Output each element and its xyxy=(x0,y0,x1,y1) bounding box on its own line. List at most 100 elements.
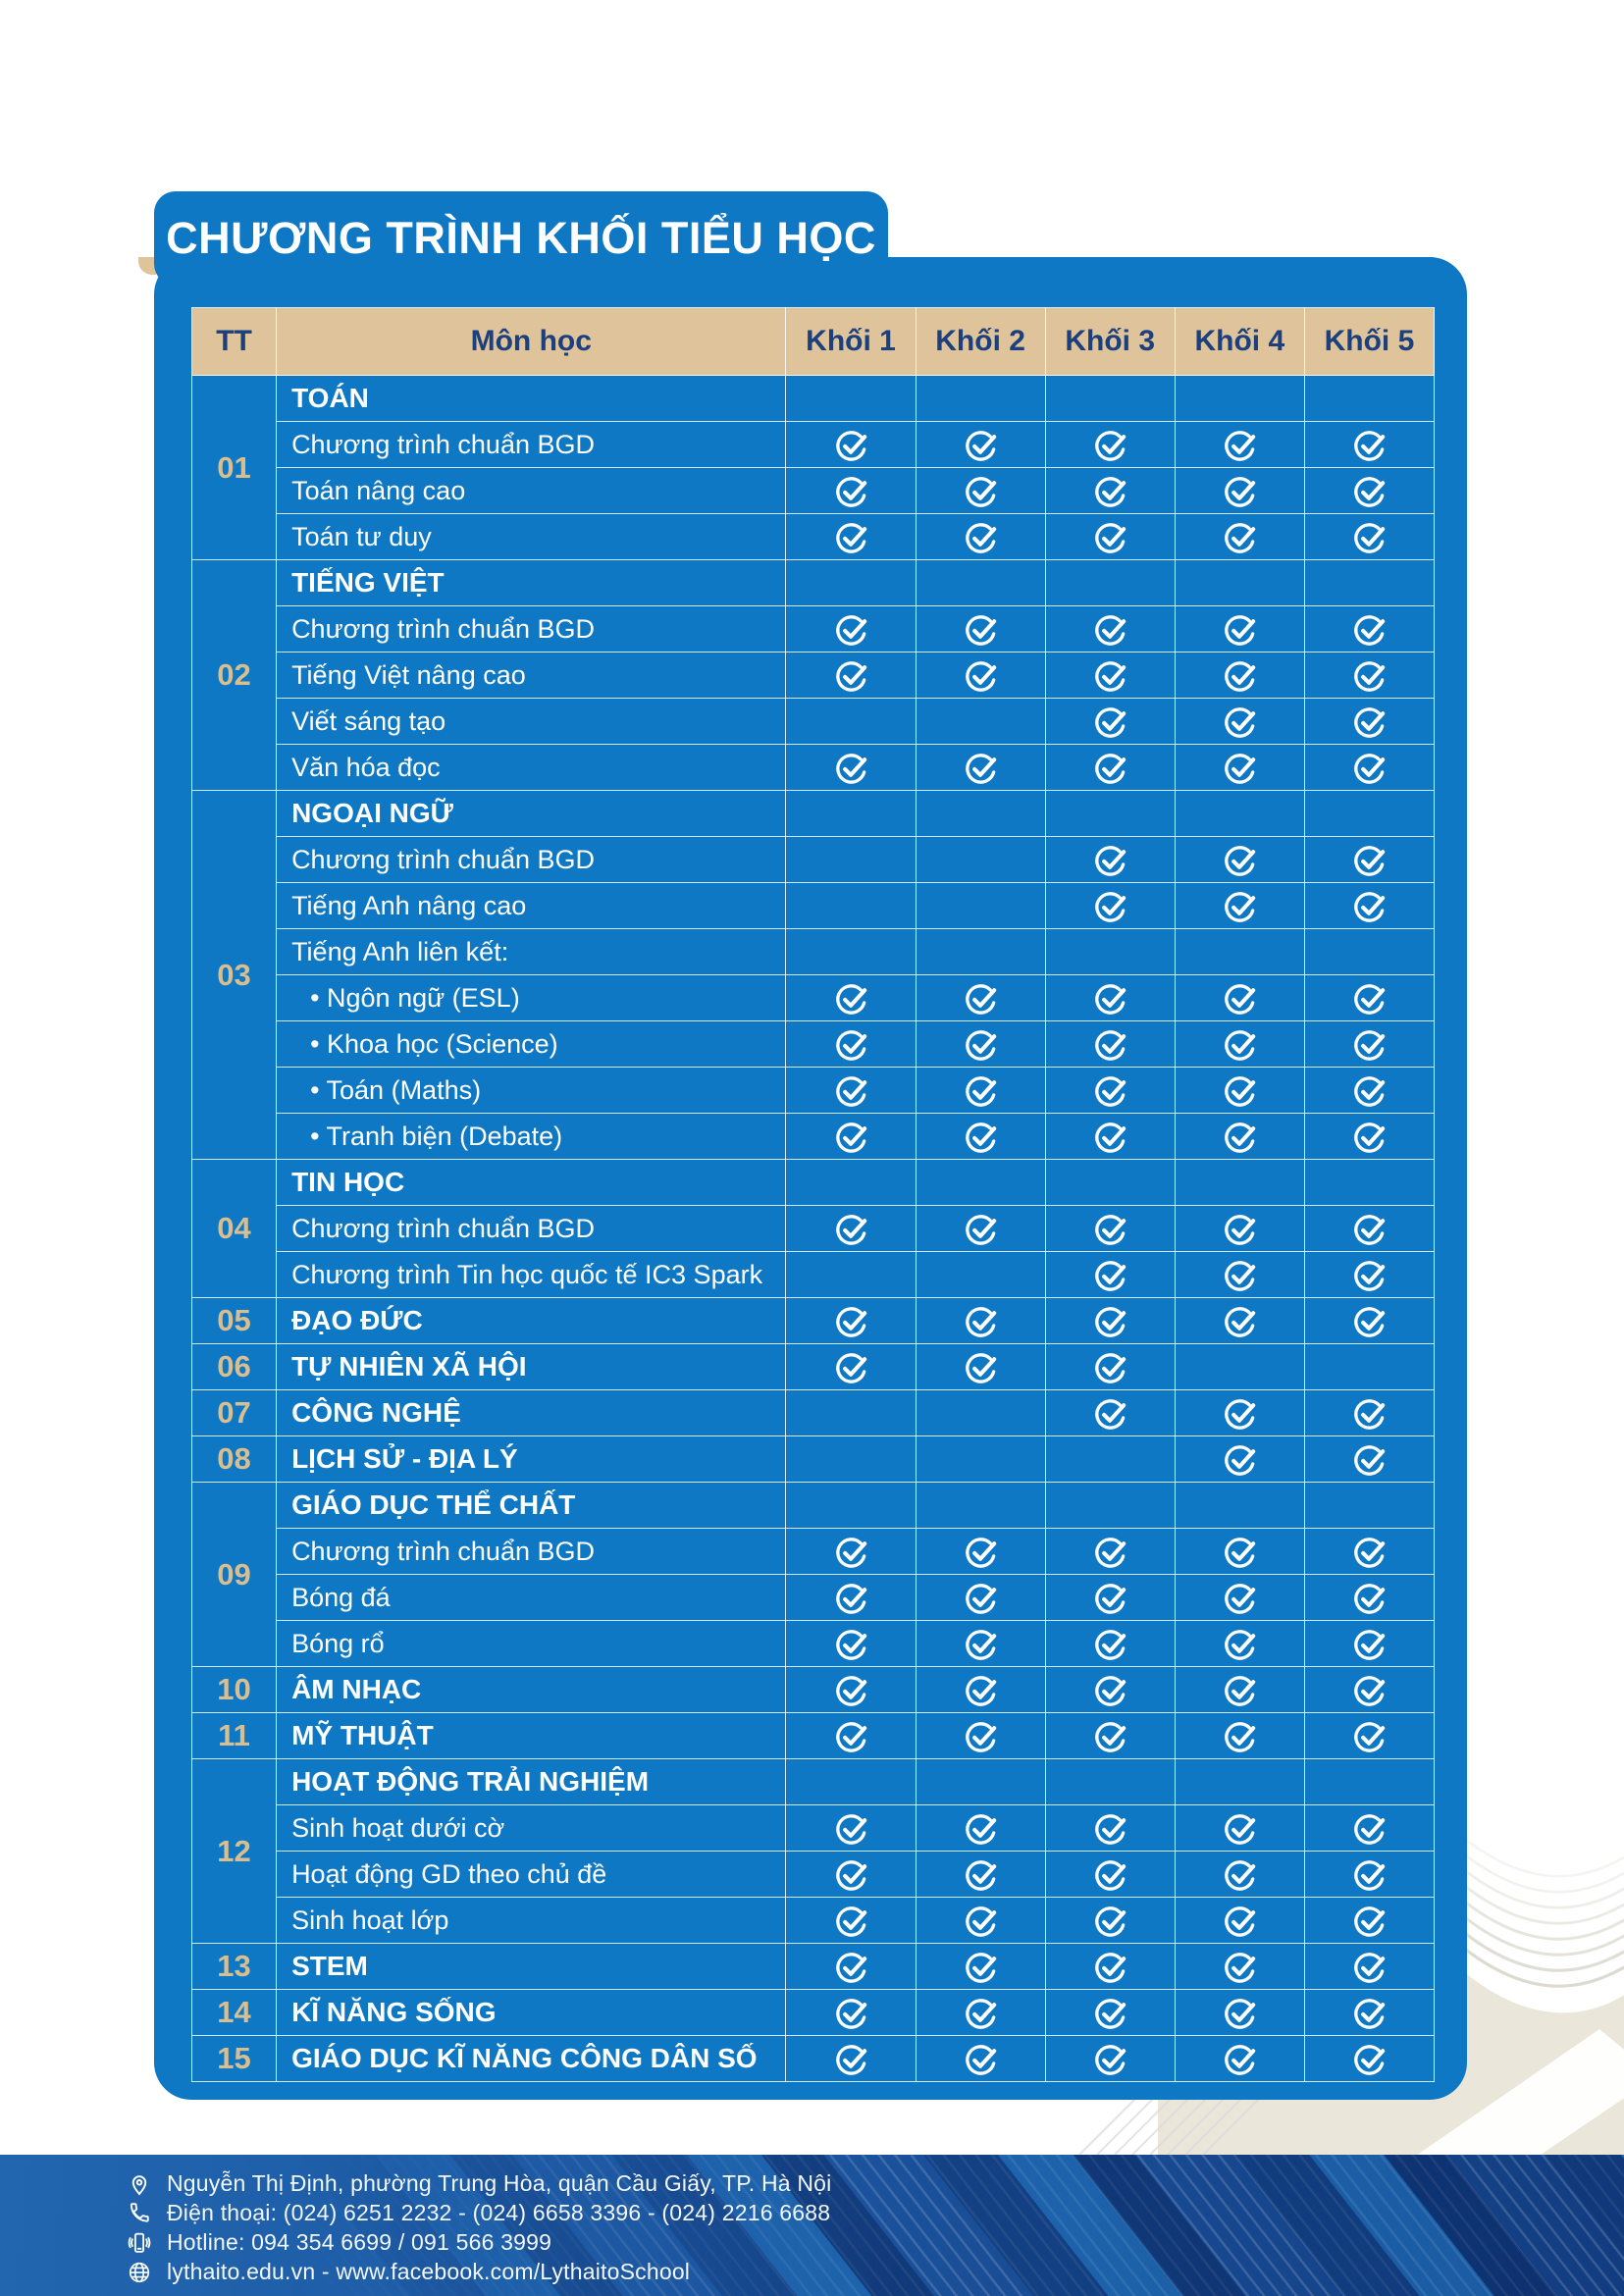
subject-cell: Sinh hoạt dưới cờ xyxy=(276,1804,787,1852)
subject-cell: TIẾNG VIỆT xyxy=(276,559,787,606)
empty-cell xyxy=(1044,559,1176,606)
check-cell xyxy=(915,1712,1046,1759)
check-cell xyxy=(785,1205,917,1252)
check-circle-icon xyxy=(1224,1214,1255,1245)
table-row: 08 LỊCH SỬ - ĐỊA LÝ xyxy=(190,1435,1436,1483)
check-circle-icon xyxy=(1094,1952,1126,1983)
check-circle-icon xyxy=(1224,983,1255,1015)
check-circle-icon xyxy=(965,1629,996,1660)
check-cell xyxy=(785,1943,917,1990)
table-row: Tiếng Việt nâng cao xyxy=(192,652,1436,699)
check-cell xyxy=(915,2035,1046,2082)
subject-cell: TIN HỌC xyxy=(276,1159,787,1206)
table-row: Tiếng Anh liên kết: xyxy=(192,928,1436,975)
check-circle-icon xyxy=(1354,1952,1386,1983)
empty-cell xyxy=(1174,375,1305,422)
check-circle-icon xyxy=(1354,1859,1386,1891)
check-circle-icon xyxy=(965,614,996,646)
check-cell xyxy=(1303,1389,1436,1436)
check-cell xyxy=(785,1851,917,1898)
subject-cell: KĨ NĂNG SỐNG xyxy=(276,1989,787,2036)
check-circle-icon xyxy=(1094,1721,1126,1752)
check-cell xyxy=(1174,1297,1305,1344)
check-cell xyxy=(915,1804,1046,1852)
phone-icon xyxy=(126,2201,152,2225)
check-cell xyxy=(1174,1067,1305,1114)
column-header-grade4: Khối 4 xyxy=(1174,307,1305,376)
empty-cell xyxy=(915,1159,1046,1206)
check-cell xyxy=(1044,513,1176,560)
check-cell xyxy=(1174,513,1305,560)
check-circle-icon xyxy=(1094,430,1126,461)
check-cell xyxy=(1303,1897,1436,1944)
location-pin-icon xyxy=(126,2171,152,2197)
check-cell xyxy=(1174,1666,1305,1713)
tt-cell: 02 xyxy=(190,559,278,791)
check-circle-icon xyxy=(965,1075,996,1107)
table-row: 05 ĐẠO ĐỨC xyxy=(190,1297,1436,1344)
table-row: Chương trình chuẩn BGD xyxy=(192,1205,1436,1252)
check-circle-icon xyxy=(835,1214,866,1245)
check-cell xyxy=(915,1574,1046,1621)
check-circle-icon xyxy=(965,1122,996,1153)
check-cell xyxy=(785,2035,917,2082)
empty-cell xyxy=(1174,1482,1305,1529)
check-cell xyxy=(1303,1666,1436,1713)
empty-cell xyxy=(1044,375,1176,422)
tt-cell: 03 xyxy=(190,790,278,1160)
check-circle-icon xyxy=(965,660,996,692)
check-circle-icon xyxy=(835,1122,866,1153)
table-row: Chương trình chuẩn BGD xyxy=(192,421,1436,468)
check-cell xyxy=(915,1943,1046,1990)
check-cell xyxy=(1303,1528,1436,1575)
empty-cell xyxy=(1174,928,1305,975)
empty-cell xyxy=(785,1159,917,1206)
check-circle-icon xyxy=(1354,1214,1386,1245)
check-circle-icon xyxy=(1354,706,1386,738)
empty-cell xyxy=(915,375,1046,422)
check-circle-icon xyxy=(1224,1721,1255,1752)
check-cell xyxy=(1174,2035,1305,2082)
empty-cell xyxy=(1303,1159,1436,1206)
check-cell xyxy=(1044,1712,1176,1759)
check-circle-icon xyxy=(1354,753,1386,784)
footer-content: Nguyễn Thị Định, phường Trung Hòa, quận … xyxy=(0,2155,1624,2285)
check-circle-icon xyxy=(1094,1998,1126,2029)
check-circle-icon xyxy=(835,1813,866,1845)
check-circle-icon xyxy=(835,522,866,553)
tt-cell: 14 xyxy=(190,1989,278,2036)
table-row: 07 CÔNG NGHỆ xyxy=(190,1389,1436,1436)
check-cell xyxy=(915,467,1046,514)
check-circle-icon xyxy=(1094,1537,1126,1568)
check-cell xyxy=(1044,1989,1176,2036)
check-circle-icon xyxy=(1094,845,1126,876)
check-circle-icon xyxy=(965,1905,996,1937)
check-cell xyxy=(785,1067,917,1114)
check-circle-icon xyxy=(1094,706,1126,738)
check-cell xyxy=(915,605,1046,652)
check-circle-icon xyxy=(835,1075,866,1107)
empty-cell xyxy=(785,1435,917,1483)
check-circle-icon xyxy=(1224,1122,1255,1153)
check-cell xyxy=(1044,1205,1176,1252)
check-circle-icon xyxy=(1094,1629,1126,1660)
title-tab: CHƯƠNG TRÌNH KHỐI TIỂU HỌC xyxy=(154,191,888,286)
check-cell xyxy=(1303,1205,1436,1252)
check-circle-icon xyxy=(965,1537,996,1568)
empty-cell xyxy=(915,790,1046,837)
check-cell xyxy=(915,1343,1046,1390)
check-circle-icon xyxy=(965,430,996,461)
check-circle-icon xyxy=(1224,476,1255,507)
check-circle-icon xyxy=(1354,522,1386,553)
check-cell xyxy=(1174,605,1305,652)
check-cell xyxy=(785,1574,917,1621)
check-cell xyxy=(785,467,917,514)
check-cell xyxy=(915,1851,1046,1898)
subject-cell: STEM xyxy=(276,1943,787,1990)
subject-cell: • Tranh biện (Debate) xyxy=(276,1113,787,1160)
check-cell xyxy=(915,1989,1046,2036)
check-cell xyxy=(1044,1666,1176,1713)
empty-cell xyxy=(785,698,917,745)
tt-cell: 12 xyxy=(190,1758,278,1944)
